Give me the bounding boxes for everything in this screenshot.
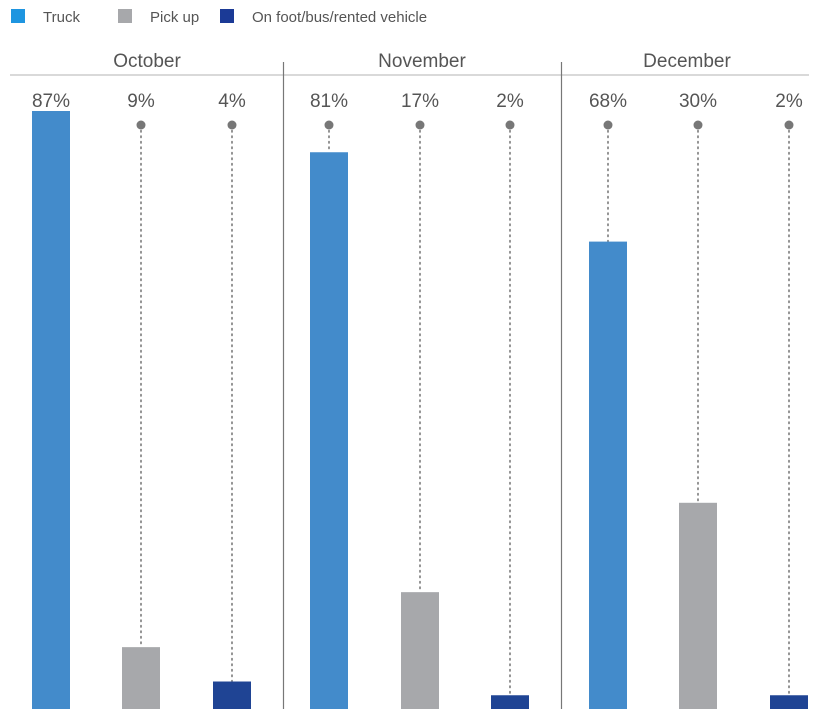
value-label-december-truck: 68% <box>589 91 627 112</box>
value-label-november-pick-up: 17% <box>401 91 439 112</box>
month-headers: October November December <box>113 51 731 72</box>
leader-dot-november-truck <box>324 120 334 130</box>
leader-dot-november-on-foot-bus-rented-vehicle <box>505 120 515 130</box>
month-label-october: October <box>113 51 181 72</box>
value-labels: 87% 9% 4% 81% 17% 2% 68% 30% 2% <box>32 91 803 112</box>
bar-october-truck <box>32 111 70 709</box>
leader-dot-december-on-foot-bus-rented-vehicle <box>784 120 794 130</box>
bars <box>32 111 808 709</box>
value-label-october-truck: 87% <box>32 91 70 112</box>
bar-november-pick-up <box>401 592 439 709</box>
value-label-october-pick-up: 9% <box>127 91 155 112</box>
bar-december-truck <box>589 241 627 709</box>
legend-swatch-pick-up <box>118 9 132 23</box>
value-label-november-truck: 81% <box>310 91 348 112</box>
legend-label-on-foot-bus-rented-vehicle: On foot/bus/rented vehicle <box>252 9 427 26</box>
value-label-november-on-foot-bus-rented-vehicle: 2% <box>496 91 524 112</box>
leader-dot-october-on-foot-bus-rented-vehicle <box>227 120 237 130</box>
leader-lines <box>136 120 794 697</box>
panel-dividers <box>10 62 809 709</box>
bar-october-on-foot-bus-rented-vehicle <box>213 681 251 709</box>
leader-dot-october-pick-up <box>136 120 146 130</box>
leader-dot-december-truck <box>603 120 613 130</box>
bar-november-on-foot-bus-rented-vehicle <box>491 695 529 709</box>
legend-swatch-truck <box>11 9 25 23</box>
leader-dot-december-pick-up <box>693 120 703 130</box>
month-label-december: December <box>643 51 731 72</box>
legend-label-pick-up: Pick up <box>150 9 199 26</box>
bar-november-truck <box>310 152 348 709</box>
legend: Truck Pick up On foot/bus/rented vehicle <box>11 9 427 26</box>
value-label-december-pick-up: 30% <box>679 91 717 112</box>
bar-december-on-foot-bus-rented-vehicle <box>770 695 808 709</box>
value-label-december-on-foot-bus-rented-vehicle: 2% <box>775 91 803 112</box>
legend-label-truck: Truck <box>43 9 80 26</box>
bar-december-pick-up <box>679 502 717 709</box>
month-label-november: November <box>378 51 466 72</box>
bar-october-pick-up <box>122 647 160 709</box>
value-label-october-on-foot-bus-rented-vehicle: 4% <box>218 91 246 112</box>
legend-swatch-on-foot-bus-rented-vehicle <box>220 9 234 23</box>
leader-dot-november-pick-up <box>415 120 425 130</box>
